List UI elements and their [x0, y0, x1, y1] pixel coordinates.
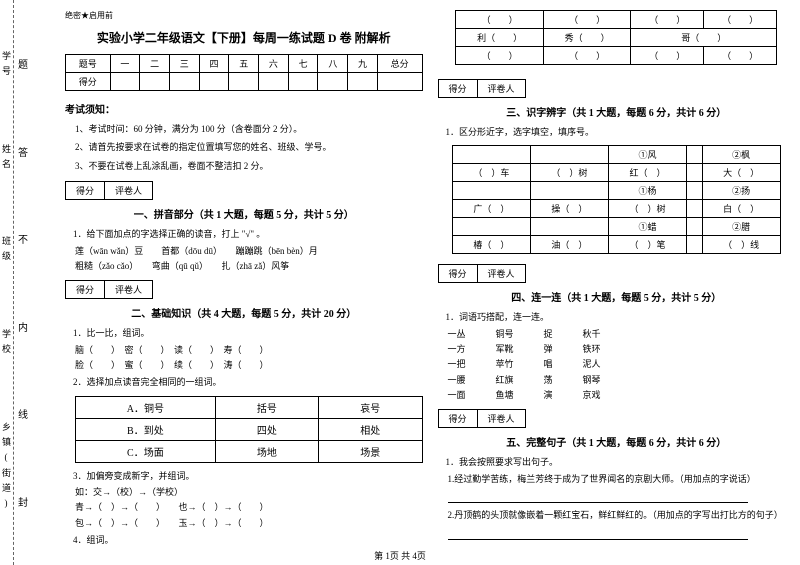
- score-cell: 得分: [438, 79, 478, 98]
- col-header: 三: [169, 55, 199, 73]
- section-title-5: 五、完整句子（共 1 大题，每题 6 分，共计 6 分）: [438, 434, 796, 449]
- match-row: 一腰红旗荡钢琴: [448, 373, 796, 388]
- score-summary-table: 题号 一 二 三 四 五 六 七 八 九 总分 得分: [65, 54, 423, 91]
- score-cell: 评卷人: [105, 181, 153, 200]
- gutter-label: 学号: [0, 51, 13, 81]
- question-line: 如：交→（校）→（学校）: [75, 485, 423, 500]
- score-box: 得分 评卷人: [438, 264, 796, 283]
- col-header: 总分: [377, 55, 422, 73]
- answer-line: [448, 530, 748, 540]
- exam-title: 实验小学二年级语文【下册】每周一练试题 D 卷 附解析: [65, 29, 423, 46]
- question: 4．组词。: [73, 533, 423, 547]
- gutter-label: 乡镇(街道): [0, 422, 13, 514]
- question: 1．比一比，组词。: [73, 326, 423, 340]
- col-header: 一: [110, 55, 140, 73]
- seal-mark: 线: [18, 406, 28, 421]
- row-label: 得分: [66, 73, 111, 91]
- question-line: 青→（ ）→（ ） 也→（ ）→（ ）: [75, 500, 423, 515]
- score-box: 得分 评卷人: [65, 181, 423, 200]
- char-table: ①风②枫 （ ）车（ ）树红（ ）大（ ） ①杨②扬 广（ ）操（ ）（ ）树白…: [452, 145, 781, 254]
- col-header: 七: [288, 55, 318, 73]
- question-line: 脑（ ） 密（ ） 读（ ） 寿（ ）: [75, 343, 423, 358]
- score-cell: 评卷人: [478, 409, 526, 428]
- col-header: 二: [140, 55, 170, 73]
- section-title-3: 三、识字辨字（共 1 大题，每题 6 分，共计 6 分）: [438, 104, 796, 119]
- score-cell: 得分: [65, 181, 105, 200]
- gutter-label: 学校: [0, 329, 13, 359]
- answer-line: [448, 493, 748, 503]
- col-header: 九: [348, 55, 378, 73]
- notice-title: 考试须知：: [65, 101, 423, 116]
- question: 2．选择加点读音完全相同的一组词。: [73, 375, 423, 389]
- seal-mark: 题: [18, 56, 28, 71]
- match-row: 一面鱼塘演京戏: [448, 388, 796, 403]
- col-header: 题号: [66, 55, 111, 73]
- section-title-2: 二、基础知识（共 4 大题，每题 5 分，共计 20 分）: [65, 305, 423, 320]
- notice-item: 1、考试时间：60 分钟，满分为 100 分（含卷面分 2 分）。: [75, 122, 423, 136]
- col-header: 八: [318, 55, 348, 73]
- gutter-label: 班级: [0, 236, 13, 266]
- seal-mark: 内: [18, 319, 28, 334]
- question-line: 包→（ ）→（ ） 玉→（ ）→（ ）: [75, 516, 423, 531]
- score-cell: 评卷人: [478, 79, 526, 98]
- choice-table: A．铜号括号哀号 B．到处四处相处 C．场面场地场景: [75, 396, 423, 463]
- question: 1．我会按照要求写出句子。: [446, 455, 796, 469]
- match-row: 一丛铜号捉秋千: [448, 327, 796, 342]
- score-box: 得分 评卷人: [438, 409, 796, 428]
- question: 3．加偏旁变成新字，并组词。: [73, 469, 423, 483]
- seal-mark: 封: [18, 494, 28, 509]
- question-line: 莲（wān wǎn）豆 首都（dōu dū） 蹦蹦跳（bēn bèn）月: [75, 244, 423, 259]
- col-header: 六: [259, 55, 289, 73]
- question-line: 脸（ ） 蜜（ ） 续（ ） 涛（ ）: [75, 358, 423, 373]
- question-line: 粗糙（zǎo cǎo） 弯曲（qū qǔ） 扎（zhā zǎ）风筝: [75, 259, 423, 274]
- match-row: 一把苹竹唱泥人: [448, 357, 796, 372]
- seal-mark: 不: [18, 231, 28, 246]
- notice-item: 3、不要在试卷上乱涂乱画，卷面不整洁扣 2 分。: [75, 159, 423, 173]
- score-cell: 得分: [65, 280, 105, 299]
- score-box: 得分 评卷人: [438, 79, 796, 98]
- score-cell: 得分: [438, 264, 478, 283]
- page-footer: 第 1页 共 4页: [0, 549, 800, 562]
- score-box: 得分 评卷人: [65, 280, 423, 299]
- match-row: 一方军靴弹铁环: [448, 342, 796, 357]
- notice-item: 2、请首先按要求在试卷的指定位置填写您的姓名、班级、学号。: [75, 140, 423, 154]
- section-title-4: 四、连一连（共 1 大题，每题 5 分，共计 5 分）: [438, 289, 796, 304]
- score-cell: 得分: [438, 409, 478, 428]
- word-table: （ ）（ ）（ ）（ ） 利（ ）秀（ ）哥（ ） （ ）（ ）（ ）（ ）: [455, 10, 777, 65]
- score-cell: 评卷人: [105, 280, 153, 299]
- score-cell: 评卷人: [478, 264, 526, 283]
- seal-mark: 答: [18, 144, 28, 159]
- question: 1．给下面加点的字选择正确的读音，打上 "√" 。: [73, 227, 423, 241]
- question: 1．词语巧搭配，连一连。: [446, 310, 796, 324]
- gutter-label: 姓名: [0, 144, 13, 174]
- col-header: 五: [229, 55, 259, 73]
- question: 1．区分形近字，选字填空，填序号。: [446, 125, 796, 139]
- question-line: 1.经过勤学苦练，梅兰芳终于成为了世界闻名的京剧大师。（用加点的字说话）: [448, 472, 796, 487]
- section-title-1: 一、拼音部分（共 1 大题，每题 5 分，共计 5 分）: [65, 206, 423, 221]
- col-header: 四: [199, 55, 229, 73]
- question-line: 2.丹顶鹤的头顶就像嵌着一颗红宝石，鲜红鲜红的。（用加点的字写出打比方的句子）: [448, 508, 796, 523]
- secrecy-tag: 绝密★启用前: [65, 10, 423, 21]
